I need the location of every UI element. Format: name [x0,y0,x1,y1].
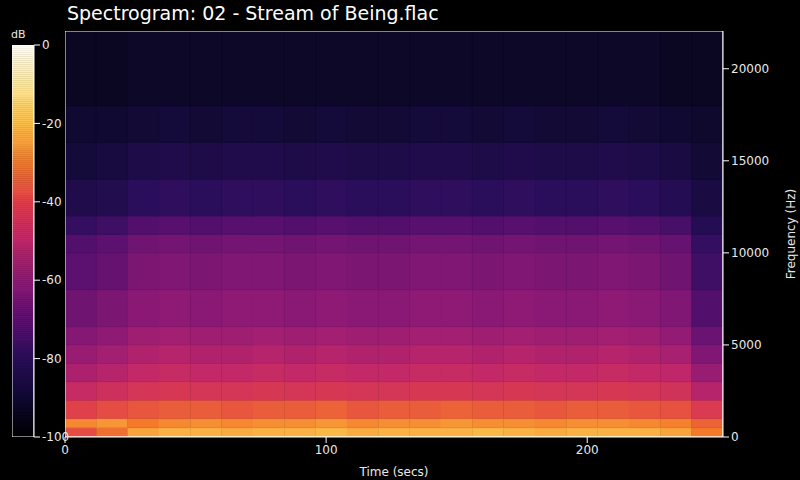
svg-text:0: 0 [61,443,69,457]
svg-text:200: 200 [576,443,599,457]
svg-text:-80: -80 [42,352,62,366]
html-text:Spectrogram: 02 - Stream of Be: Spectrogram: 02 - Stream of Being.flac [67,2,439,24]
svg-text:20000: 20000 [731,62,769,76]
svg-text:-40: -40 [42,195,62,209]
svg-text:5000: 5000 [731,338,762,352]
svg-text:100: 100 [315,443,338,457]
svg-text:-100: -100 [42,430,69,444]
svg-text:10000: 10000 [731,246,769,260]
svg-text:0: 0 [731,430,739,444]
svg-text:-20: -20 [42,117,62,131]
svg-text:Time (secs): Time (secs) [358,465,428,479]
svg-text:15000: 15000 [731,154,769,168]
svg-text:-60: -60 [42,273,62,287]
html-text:dB: dB [11,28,26,41]
svg-text:0: 0 [42,38,50,52]
svg-text:Frequency (Hz): Frequency (Hz) [784,189,798,280]
